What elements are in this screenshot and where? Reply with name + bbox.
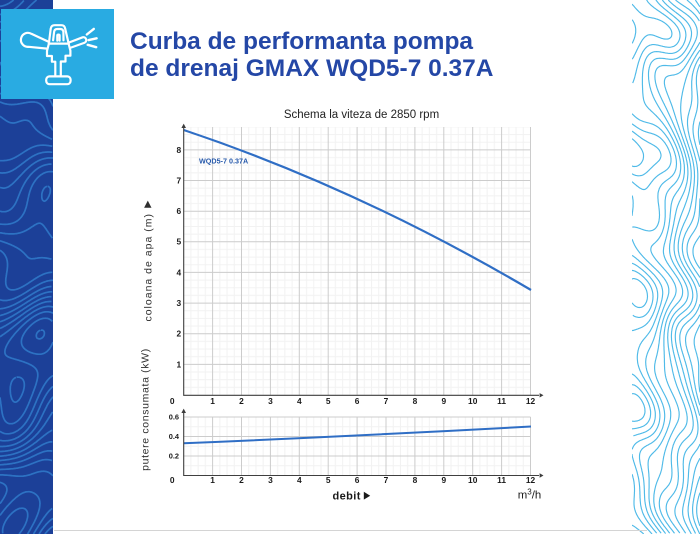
svg-text:5: 5 (326, 475, 331, 485)
svg-text:9: 9 (441, 475, 446, 485)
svg-text:10: 10 (468, 396, 478, 406)
svg-text:coloana de apa (m): coloana de apa (m) (142, 213, 154, 321)
svg-text:10: 10 (468, 475, 478, 485)
svg-text:5: 5 (177, 237, 182, 247)
svg-text:debit: debit (333, 491, 361, 503)
svg-text:9: 9 (441, 396, 446, 406)
svg-text:0.2: 0.2 (169, 452, 179, 461)
svg-text:WQD5-7 0.37A: WQD5-7 0.37A (199, 157, 248, 166)
svg-text:1: 1 (210, 475, 215, 485)
svg-text:6: 6 (355, 396, 360, 406)
svg-text:2: 2 (177, 329, 182, 339)
svg-text:12: 12 (526, 475, 536, 485)
svg-text:11: 11 (497, 475, 506, 485)
svg-text:11: 11 (497, 396, 506, 406)
svg-text:3: 3 (177, 298, 182, 308)
svg-text:6: 6 (355, 475, 360, 485)
svg-text:2: 2 (239, 475, 244, 485)
svg-text:5: 5 (326, 396, 331, 406)
svg-text:7: 7 (177, 175, 182, 185)
svg-text:4: 4 (297, 396, 302, 406)
svg-text:12: 12 (526, 396, 536, 406)
svg-text:7: 7 (384, 475, 389, 485)
svg-text:0.4: 0.4 (169, 432, 180, 441)
svg-text:4: 4 (177, 267, 182, 277)
svg-text:6: 6 (177, 206, 182, 216)
svg-text:3: 3 (268, 396, 273, 406)
svg-text:1: 1 (210, 396, 215, 406)
svg-text:0: 0 (170, 396, 175, 406)
svg-text:0.6: 0.6 (169, 413, 179, 422)
svg-text:0: 0 (170, 475, 175, 485)
svg-text:4: 4 (297, 475, 302, 485)
svg-text:8: 8 (413, 475, 418, 485)
svg-text:3: 3 (268, 475, 273, 485)
svg-text:1: 1 (177, 359, 182, 369)
svg-text:Schema la viteza de 2850 rpm: Schema la viteza de 2850 rpm (284, 109, 439, 121)
svg-text:putere consumata (kW): putere consumata (kW) (140, 348, 152, 471)
svg-text:2: 2 (239, 396, 244, 406)
svg-text:8: 8 (413, 396, 418, 406)
svg-text:m3/h: m3/h (518, 488, 541, 502)
svg-text:7: 7 (384, 396, 389, 406)
svg-text:8: 8 (177, 145, 182, 155)
